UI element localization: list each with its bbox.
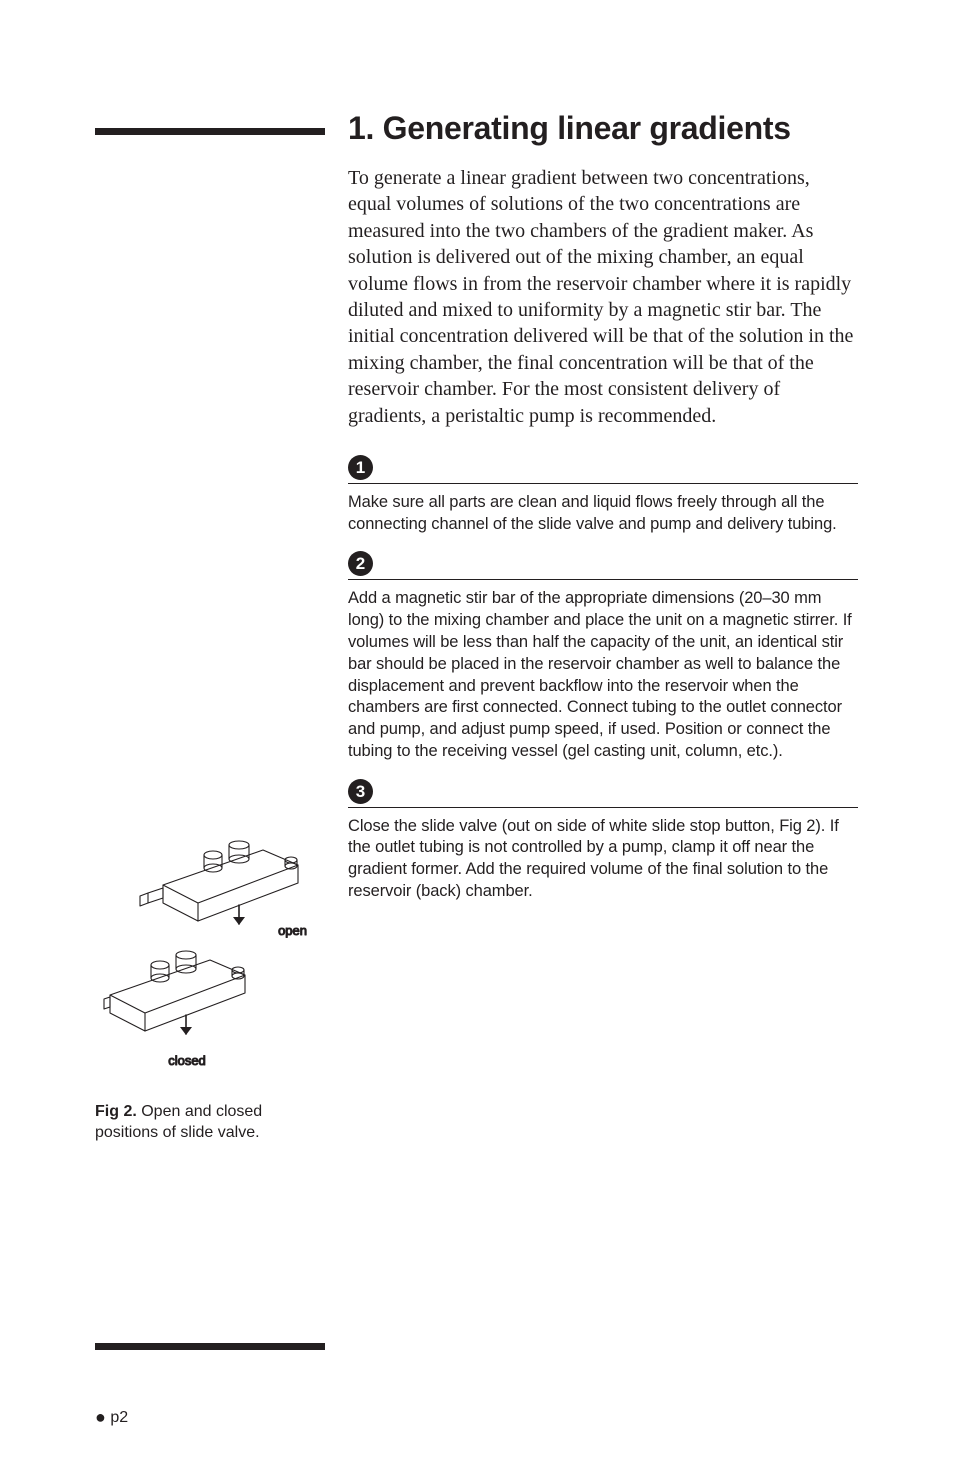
figure-caption: Fig 2. Open and closed positions of slid… [95, 1102, 325, 1144]
step-body-3: Close the slide valve (out on side of wh… [348, 816, 858, 903]
step-2: 2 Add a magnetic stir bar of the appropr… [348, 545, 858, 762]
step-badge-3: 3 [348, 779, 373, 804]
footer-page-label: p2 [110, 1409, 128, 1426]
step-1: 1 Make sure all parts are clean and liqu… [348, 449, 858, 536]
top-rule [95, 128, 325, 135]
step-rule-1 [348, 483, 858, 484]
bottom-rule [95, 1343, 325, 1350]
step-3: 3 Close the slide valve (out on side of … [348, 773, 858, 903]
step-rule-3 [348, 807, 858, 808]
intro-paragraph: To generate a linear gradient between tw… [348, 165, 858, 429]
figure-2-illustration: open [95, 825, 325, 1085]
section-heading: 1. Generating linear gradients [348, 110, 858, 147]
page: 1. Generating linear gradients To genera… [0, 0, 954, 1475]
figure-caption-bold: Fig 2. [95, 1103, 137, 1120]
step-badge-2: 2 [348, 551, 373, 576]
figure-label-closed: closed [168, 1053, 206, 1068]
side-column: open [95, 825, 325, 1144]
footer-bullet: ● [95, 1407, 106, 1427]
main-column: 1. Generating linear gradients To genera… [348, 110, 858, 913]
step-body-1: Make sure all parts are clean and liquid… [348, 492, 858, 536]
step-rule-2 [348, 579, 858, 580]
page-footer: ● p2 [95, 1406, 128, 1427]
step-badge-1: 1 [348, 455, 373, 480]
step-body-2: Add a magnetic stir bar of the appropria… [348, 588, 858, 762]
figure-label-open: open [278, 923, 307, 938]
